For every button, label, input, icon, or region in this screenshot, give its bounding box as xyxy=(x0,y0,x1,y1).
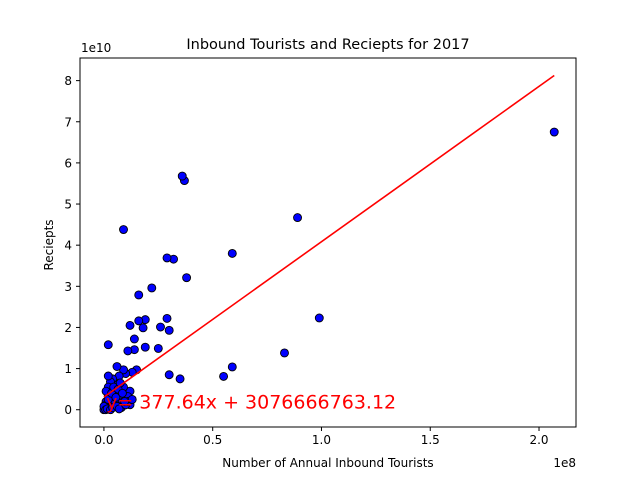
data-point xyxy=(134,290,144,300)
data-point xyxy=(164,370,174,380)
plot-area: 0.0 0.5 1.0 1.5 2.0 0 1 2 3 4 5 6 7 8 y= 377.64x + 307… xyxy=(64,57,577,447)
data-point xyxy=(156,322,165,332)
data-point xyxy=(103,371,113,381)
data-point xyxy=(134,316,144,326)
data-point xyxy=(162,313,172,323)
data-point xyxy=(103,340,113,350)
x-axis-offset-label: 1e8 xyxy=(553,456,576,470)
data-point xyxy=(138,323,148,333)
data-point xyxy=(549,127,559,137)
regression-line xyxy=(103,74,555,398)
data-point xyxy=(153,343,163,353)
data-point xyxy=(114,404,124,414)
data-point xyxy=(177,171,187,181)
y-tick-label: 7 xyxy=(64,115,72,129)
data-point xyxy=(162,253,172,263)
data-point xyxy=(227,248,237,258)
y-tick-label: 3 xyxy=(64,280,72,294)
x-tick-label: 2.0 xyxy=(529,433,548,447)
y-tick-label: 0 xyxy=(64,403,72,417)
y-axis-label: Reciepts xyxy=(42,219,56,270)
y-tick-label: 5 xyxy=(64,198,72,212)
regression-equation-annotation: y= 377.64x + 3076666763.12 xyxy=(106,392,396,414)
data-point xyxy=(219,371,229,381)
x-tick-label: 0.5 xyxy=(203,433,222,447)
data-point xyxy=(175,374,185,384)
chart-title: Inbound Tourists and Reciepts for 2017 xyxy=(186,37,469,53)
data-point xyxy=(119,225,128,234)
data-point xyxy=(123,346,133,356)
axes-frame xyxy=(79,57,577,428)
data-point xyxy=(112,362,122,371)
data-point xyxy=(120,397,130,406)
data-point xyxy=(227,362,237,372)
data-point xyxy=(125,320,135,330)
x-axis-label: Number of Annual Inbound Tourists xyxy=(222,456,433,470)
data-point xyxy=(164,325,174,335)
y-tick-label: 6 xyxy=(64,156,72,170)
y-tick-label: 4 xyxy=(64,239,72,253)
data-point xyxy=(182,273,192,283)
data-point xyxy=(147,283,157,293)
x-tick-label: 1.5 xyxy=(421,433,440,447)
data-point xyxy=(314,313,324,323)
y-axis-offset-label: 1e10 xyxy=(81,41,111,55)
data-point xyxy=(293,213,302,223)
data-point xyxy=(111,392,121,402)
data-point xyxy=(280,348,289,358)
data-point xyxy=(140,342,150,352)
x-tick-label: 0.0 xyxy=(94,433,113,447)
data-point xyxy=(117,388,127,398)
y-tick-label: 8 xyxy=(64,74,72,88)
x-tick-label: 1.0 xyxy=(312,433,331,447)
data-point xyxy=(129,334,139,344)
y-tick-label: 2 xyxy=(64,321,72,335)
y-tick-label: 1 xyxy=(64,362,72,376)
